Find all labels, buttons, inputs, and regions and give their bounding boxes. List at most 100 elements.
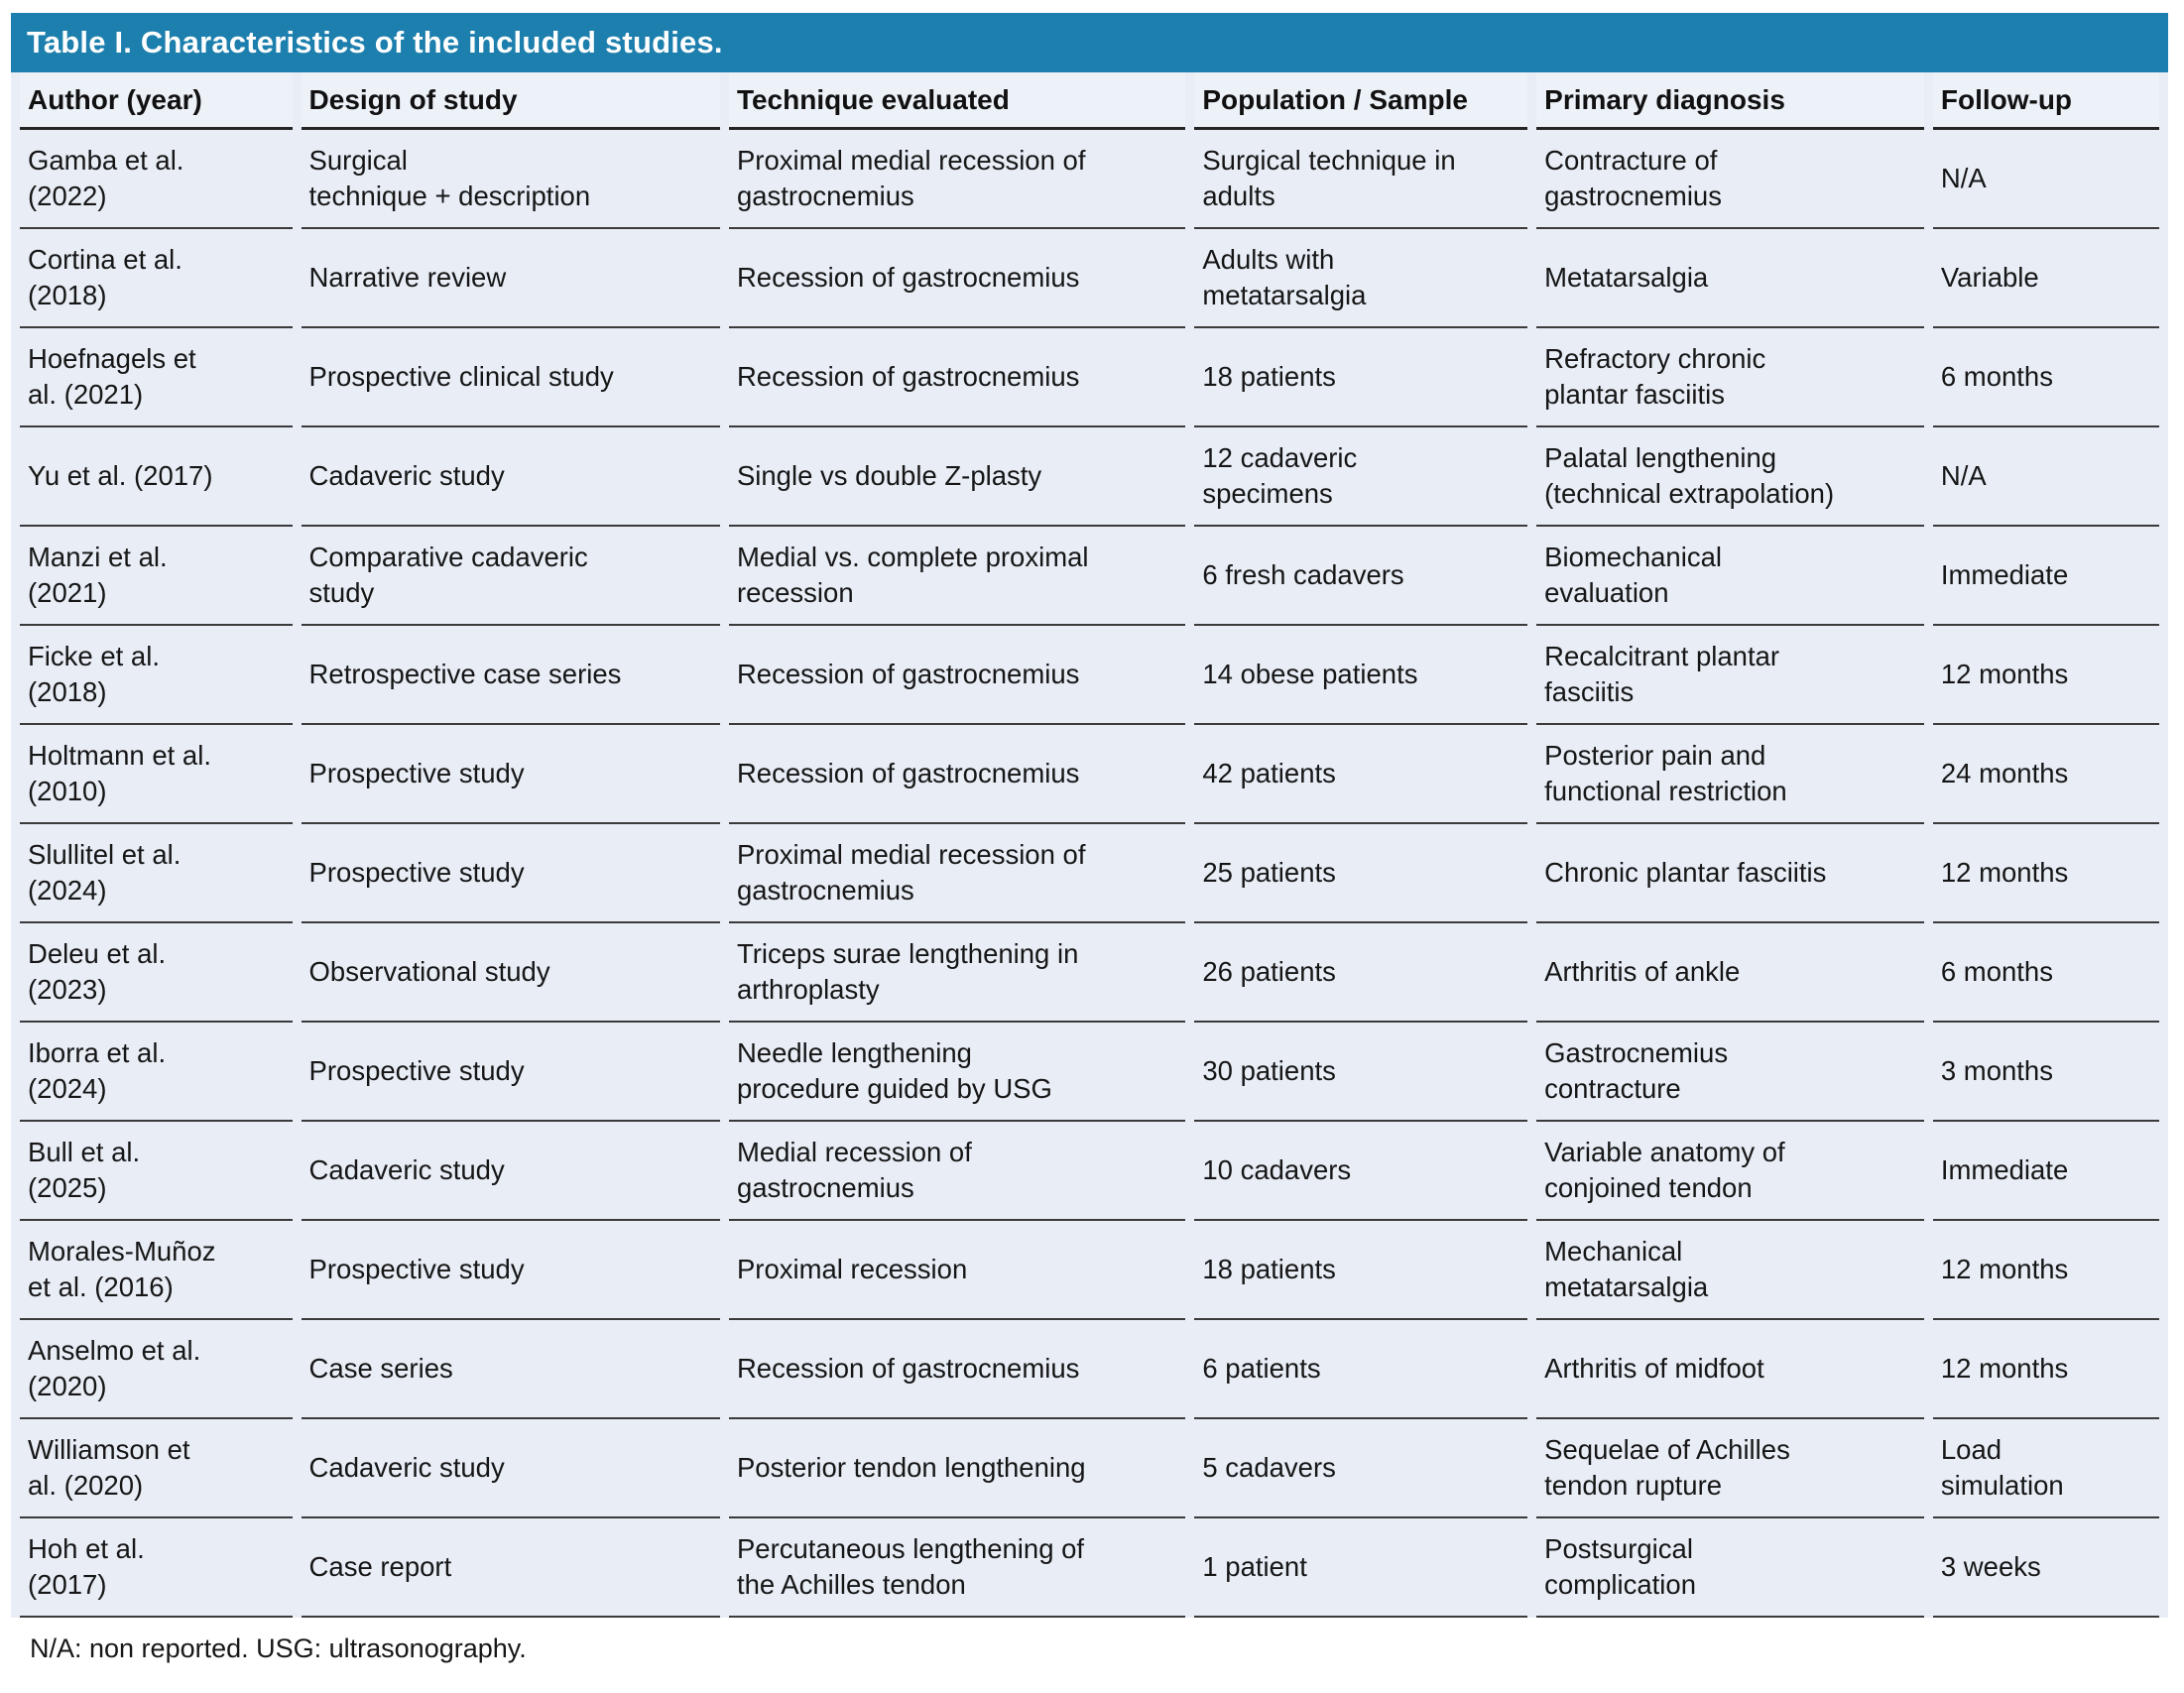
table-cell: Cortina et al. (2018) <box>20 229 293 328</box>
table-container: Table I. Characteristics of the included… <box>11 13 2168 1664</box>
table-cell: 12 months <box>1932 1320 2159 1419</box>
table-cell: Observational study <box>301 923 720 1023</box>
table-cell: Recession of gastrocnemius <box>728 626 1186 725</box>
table-cell: Arthritis of ankle <box>1536 923 1924 1023</box>
table-cell: 12 cadaveric specimens <box>1194 427 1528 527</box>
column-header-technique: Technique evaluated <box>728 72 1186 130</box>
table-cell: Prospective study <box>301 1221 720 1320</box>
table-cell: Triceps surae lengthening in arthroplast… <box>728 923 1186 1023</box>
table-cell: Immediate <box>1932 1122 2159 1221</box>
header-row: Author (year) Design of study Technique … <box>20 72 2159 130</box>
table-cell: Posterior pain and functional restrictio… <box>1536 725 1924 824</box>
table-cell: Proximal medial recession of gastrocnemi… <box>728 130 1186 229</box>
table-row: Bull et al. (2025) Cadaveric study Medial … <box>20 1122 2159 1221</box>
table-cell: Load simulation <box>1932 1419 2159 1518</box>
table-cell: Case series <box>301 1320 720 1419</box>
table-cell: Surgical technique in adults <box>1194 130 1528 229</box>
table-cell: 24 months <box>1932 725 2159 824</box>
table-cell: Immediate <box>1932 527 2159 626</box>
table-row: Morales-Muñoz et al. (2016) Prospective s… <box>20 1221 2159 1320</box>
table-cell: Medial recession of gastrocnemius <box>728 1122 1186 1221</box>
column-header-design: Design of study <box>301 72 720 130</box>
table-cell: Prospective clinical study <box>301 328 720 427</box>
table-cell: Chronic plantar fasciitis <box>1536 824 1924 923</box>
table-cell: Cadaveric study <box>301 1419 720 1518</box>
table-row: Williamson et al. (2020) Cadaveric study P… <box>20 1419 2159 1518</box>
column-header-followup: Follow-up <box>1932 72 2159 130</box>
table-cell: Prospective study <box>301 725 720 824</box>
table-cell: Deleu et al. (2023) <box>20 923 293 1023</box>
table-cell: Arthritis of midfoot <box>1536 1320 1924 1419</box>
table-row: Yu et al. (2017) Cadaveric study Single vs… <box>20 427 2159 527</box>
table-row: Iborra et al. (2024) Prospective study Nee… <box>20 1023 2159 1122</box>
table-cell: Sequelae of Achilles tendon rupture <box>1536 1419 1924 1518</box>
table-row: Hoh et al. (2017) Case report Percutaneous… <box>20 1518 2159 1618</box>
table-cell: Postsurgical complication <box>1536 1518 1924 1618</box>
table-cell: Cadaveric study <box>301 427 720 527</box>
table-cell: Ficke et al. (2018) <box>20 626 293 725</box>
table-cell: Recession of gastrocnemius <box>728 725 1186 824</box>
table-cell: 25 patients <box>1194 824 1528 923</box>
table-cell: Adults with metatarsalgia <box>1194 229 1528 328</box>
table-cell: Bull et al. (2025) <box>20 1122 293 1221</box>
table-cell: Recession of gastrocnemius <box>728 1320 1186 1419</box>
table-cell: Surgical technique + description <box>301 130 720 229</box>
table-cell: Case report <box>301 1518 720 1618</box>
table-cell: Manzi et al. (2021) <box>20 527 293 626</box>
table-cell: Hoh et al. (2017) <box>20 1518 293 1618</box>
table-cell: Narrative review <box>301 229 720 328</box>
table-cell: 5 cadavers <box>1194 1419 1528 1518</box>
table-cell: 6 months <box>1932 923 2159 1023</box>
table-row: Deleu et al. (2023) Observational study Tr… <box>20 923 2159 1023</box>
table-cell: Holtmann et al. (2010) <box>20 725 293 824</box>
table-row: Ficke et al. (2018) Retrospective case se… <box>20 626 2159 725</box>
table-cell: N/A <box>1932 427 2159 527</box>
studies-table: Author (year) Design of study Technique … <box>11 72 2168 1618</box>
table-cell: 6 patients <box>1194 1320 1528 1419</box>
table-row: Manzi et al. (2021) Comparative cadaveric… <box>20 527 2159 626</box>
column-header-population: Population / Sample <box>1194 72 1528 130</box>
table-cell: Comparative cadaveric study <box>301 527 720 626</box>
table-cell: 12 months <box>1932 824 2159 923</box>
table-cell: Mechanical metatarsalgia <box>1536 1221 1924 1320</box>
table-cell: Prospective study <box>301 824 720 923</box>
table-cell: 3 months <box>1932 1023 2159 1122</box>
table-cell: 12 months <box>1932 1221 2159 1320</box>
table-cell: Medial vs. complete proximal recession <box>728 527 1186 626</box>
table-cell: 30 patients <box>1194 1023 1528 1122</box>
table-cell: Recalcitrant plantar fasciitis <box>1536 626 1924 725</box>
table-cell: Percutaneous lengthening of the Achilles… <box>728 1518 1186 1618</box>
table-cell: N/A <box>1932 130 2159 229</box>
table-cell: Gamba et al. (2022) <box>20 130 293 229</box>
table-cell: 26 patients <box>1194 923 1528 1023</box>
table-cell: Proximal recession <box>728 1221 1186 1320</box>
table-footnote: N/A: non reported. USG: ultrasonography. <box>30 1633 527 1663</box>
table-cell: 10 cadavers <box>1194 1122 1528 1221</box>
table-cell: 42 patients <box>1194 725 1528 824</box>
table-cell: 18 patients <box>1194 328 1528 427</box>
table-cell: Needle lengthening procedure guided by U… <box>728 1023 1186 1122</box>
table-cell: Prospective study <box>301 1023 720 1122</box>
table-row: Holtmann et al. (2010) Prospective study R… <box>20 725 2159 824</box>
table-cell: 14 obese patients <box>1194 626 1528 725</box>
table-row: Anselmo et al. (2020) Case series Recessio… <box>20 1320 2159 1419</box>
table-cell: 12 months <box>1932 626 2159 725</box>
table-cell: Single vs double Z-plasty <box>728 427 1186 527</box>
table-cell: Palatal lengthening (technical extrapola… <box>1536 427 1924 527</box>
table-cell: Hoefnagels et al. (2021) <box>20 328 293 427</box>
column-header-author: Author (year) <box>20 72 293 130</box>
table-cell: Metatarsalgia <box>1536 229 1924 328</box>
table-cell: Slullitel et al. (2024) <box>20 824 293 923</box>
table-cell: Refractory chronic plantar fasciitis <box>1536 328 1924 427</box>
table-cell: Iborra et al. (2024) <box>20 1023 293 1122</box>
table-cell: Cadaveric study <box>301 1122 720 1221</box>
table-cell: Contracture of gastrocnemius <box>1536 130 1924 229</box>
table-cell: Williamson et al. (2020) <box>20 1419 293 1518</box>
table-row: Hoefnagels et al. (2021) Prospective clin… <box>20 328 2159 427</box>
table-cell: Gastrocnemius contracture <box>1536 1023 1924 1122</box>
table-cell: Variable <box>1932 229 2159 328</box>
table-cell: Recession of gastrocnemius <box>728 328 1186 427</box>
table-title: Table I. Characteristics of the included… <box>11 13 2168 72</box>
table-row: Cortina et al. (2018) Narrative review Rec… <box>20 229 2159 328</box>
